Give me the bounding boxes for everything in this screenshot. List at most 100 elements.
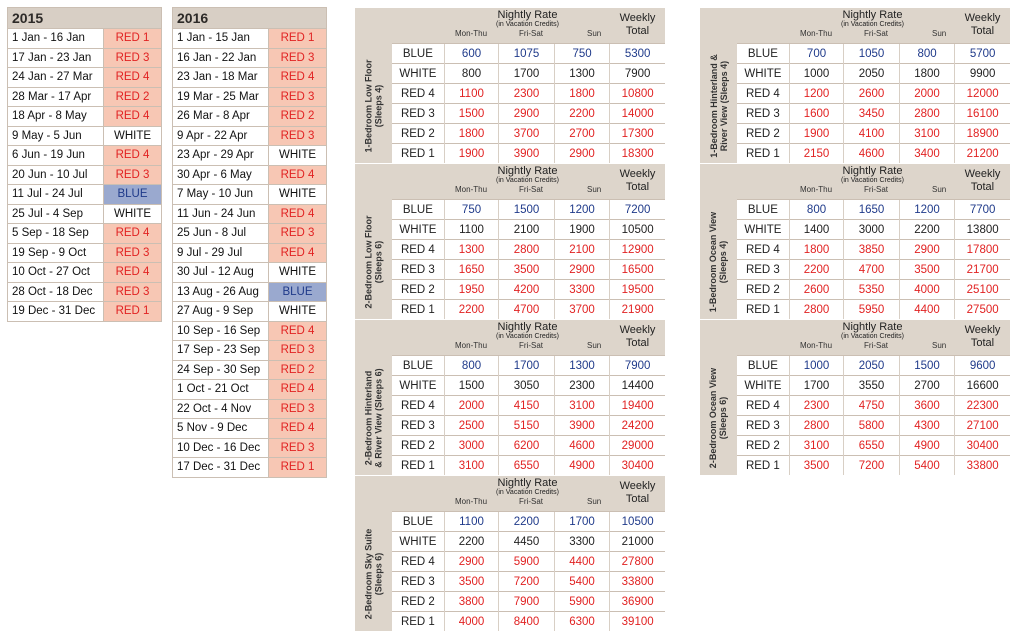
rate-mon-thu: 2800 (788, 299, 844, 319)
rate-mon-thu: 2200 (788, 259, 844, 280)
rate-row: WHITE 1700 3550 2700 16600 (737, 375, 1010, 396)
date-range: 9 May - 5 Jun (8, 125, 104, 146)
date-range: 13 Aug - 26 Aug (173, 281, 269, 302)
season-label: RED 3 (737, 415, 790, 436)
season-label: BLUE (392, 43, 445, 64)
rate-sun: 4000 (898, 279, 955, 300)
season-label: WHITE (392, 375, 445, 396)
rate-sun: 3100 (553, 395, 610, 416)
season-color: RED 3 (103, 164, 161, 185)
rate-weekly: 16600 (954, 375, 1010, 396)
season-color: RED 4 (103, 145, 161, 165)
weekly-total-heading: Weekly Total (955, 168, 1010, 194)
season-color: BLUE (103, 184, 161, 204)
season-color: RED 4 (268, 242, 326, 263)
rate-row: RED 2 1950 4200 3300 19500 (392, 279, 665, 300)
season-row: 27 Aug - 9 Sep WHITE (173, 301, 326, 321)
season-label: RED 3 (737, 259, 790, 280)
rate-row: RED 4 1200 2600 2000 12000 (737, 83, 1010, 104)
season-color: WHITE (103, 125, 161, 146)
rate-sun: 2200 (898, 219, 955, 240)
season-row: 1 Jan - 15 Jan RED 1 (173, 28, 326, 48)
season-label: RED 4 (737, 83, 790, 104)
unit-name: 1-Bedroom Hinterland & (708, 53, 719, 158)
season-color: RED 3 (268, 86, 326, 107)
season-color: RED 4 (268, 418, 326, 438)
rate-fri-sat: 1075 (498, 43, 555, 64)
rate-row: WHITE 1000 2050 1800 9900 (737, 63, 1010, 84)
season-row: 17 Jan - 23 Jan RED 3 (8, 47, 161, 68)
date-range: 30 Apr - 6 May (173, 164, 269, 185)
unit-sleeps: (Sleeps 4) (718, 240, 729, 283)
season-row: 7 May - 10 Jun WHITE (173, 184, 326, 204)
season-row: 20 Jun - 10 Jul RED 3 (8, 164, 161, 185)
date-range: 1 Oct - 21 Oct (173, 379, 269, 399)
season-color: RED 4 (103, 223, 161, 243)
date-range: 7 May - 10 Jun (173, 184, 269, 204)
rate-row: WHITE 2200 4450 3300 21000 (392, 531, 665, 552)
rate-fri-sat: 7200 (498, 571, 555, 592)
season-label: RED 3 (392, 415, 445, 436)
rate-mon-thu: 1200 (788, 83, 844, 104)
rate-sun: 2900 (898, 239, 955, 260)
rate-mon-thu: 2200 (443, 299, 499, 319)
rate-weekly: 17300 (609, 123, 665, 144)
season-color: WHITE (268, 184, 326, 204)
rate-fri-sat: 2300 (498, 83, 555, 104)
season-color: RED 3 (268, 398, 326, 419)
season-row: 26 Mar - 8 Apr RED 2 (173, 106, 326, 126)
season-row: 9 Jul - 29 Jul RED 4 (173, 242, 326, 263)
col-fri-sat: Fri-Sat (519, 29, 543, 38)
rate-mon-thu: 1650 (443, 259, 499, 280)
unit-name: 2-Bedroom Sky Suite (363, 528, 374, 619)
season-label: RED 4 (737, 239, 790, 260)
weekly-label: Weekly (619, 12, 656, 24)
rate-sun: 3700 (553, 299, 610, 319)
total-label: Total (625, 181, 650, 193)
season-row: 10 Dec - 16 Dec RED 3 (173, 437, 326, 458)
rate-fri-sat: 4200 (498, 279, 555, 300)
col-mon-thu: Mon-Thu (800, 341, 833, 350)
unit-sleeps: (Sleeps 6) (373, 552, 384, 595)
season-row: 10 Sep - 16 Sep RED 4 (173, 320, 326, 341)
rate-fri-sat: 1700 (498, 355, 555, 376)
season-label: BLUE (392, 511, 445, 532)
rate-mon-thu: 3500 (443, 571, 499, 592)
weekly-total-heading: Weekly Total (610, 324, 665, 350)
season-color: RED 4 (268, 164, 326, 185)
date-range: 17 Dec - 31 Dec (173, 457, 269, 477)
season-label: RED 2 (737, 435, 790, 456)
rate-fri-sat: 4450 (498, 531, 555, 552)
season-color: WHITE (268, 145, 326, 165)
date-range: 11 Jul - 24 Jul (8, 184, 104, 204)
season-color: RED 3 (268, 47, 326, 68)
rate-sun: 5900 (553, 591, 610, 612)
rate-sun: 800 (898, 43, 955, 64)
season-color: RED 1 (268, 457, 326, 477)
date-range: 17 Sep - 23 Sep (173, 340, 269, 360)
rate-row: BLUE 1000 2050 1500 9600 (737, 355, 1010, 376)
rate-fri-sat: 3700 (498, 123, 555, 144)
rate-mon-thu: 1950 (443, 279, 499, 300)
rate-fri-sat: 7200 (843, 455, 900, 475)
season-label: RED 3 (737, 103, 790, 124)
season-row: 13 Aug - 26 Aug BLUE (173, 281, 326, 302)
season-color: RED 1 (268, 28, 326, 48)
season-row: 19 Sep - 9 Oct RED 3 (8, 242, 161, 263)
season-row: 1 Jan - 16 Jan RED 1 (8, 28, 161, 48)
rate-weekly: 27500 (954, 299, 1010, 319)
rate-fri-sat: 3450 (843, 103, 900, 124)
rate-mon-thu: 3800 (443, 591, 499, 612)
rate-mon-thu: 4000 (443, 611, 499, 631)
date-range: 17 Jan - 23 Jan (8, 47, 104, 68)
season-row: 23 Apr - 29 Apr WHITE (173, 145, 326, 165)
rate-mon-thu: 1700 (788, 375, 844, 396)
rate-weekly: 7200 (609, 199, 665, 220)
rate-row: RED 3 1650 3500 2900 16500 (392, 259, 665, 280)
unit-name: 2-Bedroom Ocean View (708, 367, 719, 468)
season-color: RED 3 (103, 242, 161, 263)
rate-fri-sat: 8400 (498, 611, 555, 631)
rate-row: RED 4 1800 3850 2900 17800 (737, 239, 1010, 260)
rate-sun: 4900 (898, 435, 955, 456)
rate-weekly: 12900 (609, 239, 665, 260)
